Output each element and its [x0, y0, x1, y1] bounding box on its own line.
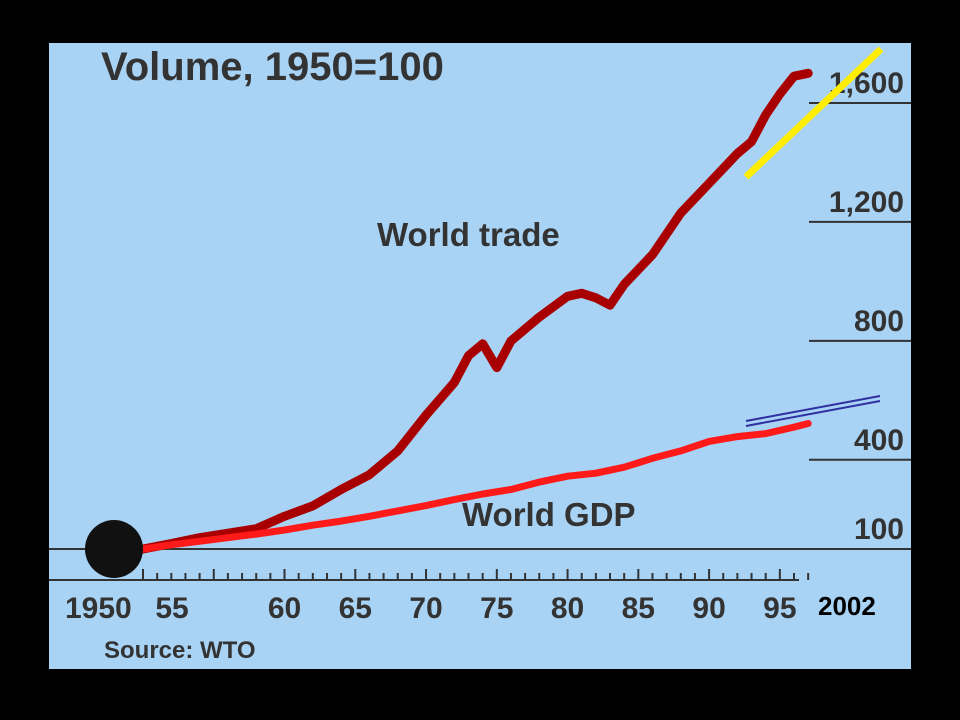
x-tick-label-1950: 1950 [65, 592, 132, 625]
series-label-world-gdp: World GDP [462, 496, 636, 533]
series-line-world-gdp [139, 420, 812, 553]
gdp-projection-line-upper [745, 395, 881, 422]
y-tick-label-1200: 1,200 [829, 186, 904, 219]
x-tick-label-70: 70 [409, 592, 442, 625]
x-tick-label-80: 80 [551, 592, 584, 625]
x-tick-label-95: 95 [763, 592, 796, 625]
chart-title: Volume, 1950=100 [101, 45, 444, 89]
chart-panel: Volume, 1950=100 100 400 800 1,200 1,600 195… [49, 43, 911, 669]
y-tick-label-100: 100 [854, 513, 904, 546]
x-tick-label-65: 65 [339, 592, 372, 625]
y-tick-label-800: 800 [854, 305, 904, 338]
gdp-projection-line-lower [745, 400, 881, 427]
start-point-marker [85, 520, 143, 578]
x-tick-label-55: 55 [155, 592, 188, 625]
year-2002-label: 2002 [818, 591, 876, 621]
x-tick-label-75: 75 [480, 592, 513, 625]
source-note: Source: WTO [104, 637, 256, 664]
series-label-world-trade: World trade [377, 216, 560, 253]
x-tick-label-90: 90 [692, 592, 725, 625]
trade-projection-line [743, 46, 884, 180]
x-tick-label-60: 60 [268, 592, 301, 625]
series-line-world-trade [138, 68, 813, 554]
x-tick-label-85: 85 [622, 592, 655, 625]
y-tick-label-400: 400 [854, 424, 904, 457]
